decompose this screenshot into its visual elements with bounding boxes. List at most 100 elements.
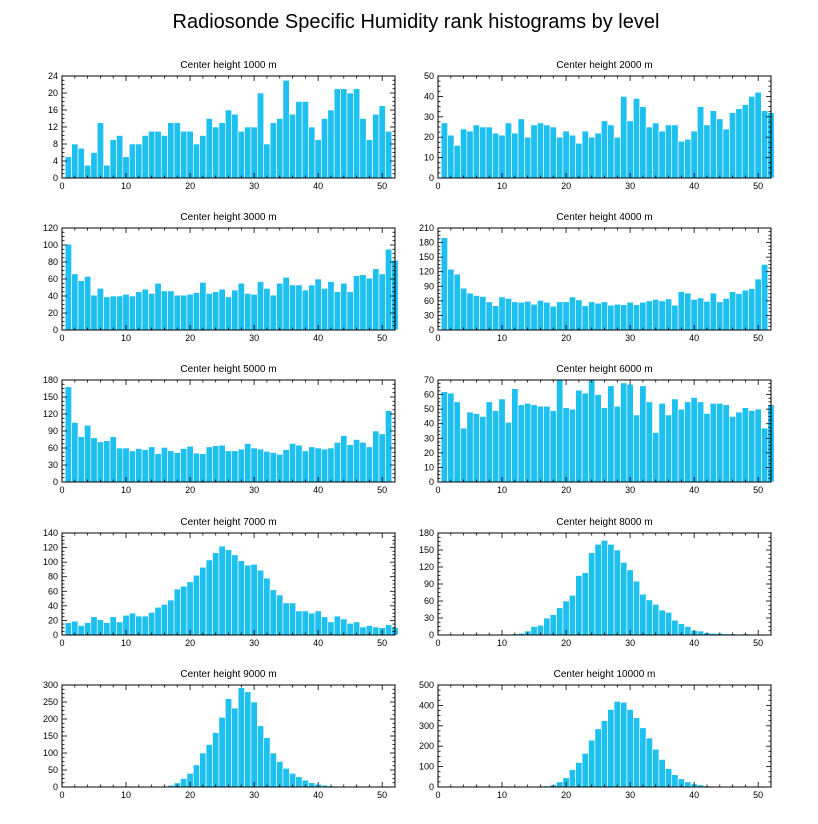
histogram-bar [282,79,290,179]
histogram-bar [575,299,583,331]
x-tick-label: 20 [185,333,195,343]
histogram-bar [116,295,124,331]
histogram-bar [588,552,596,636]
histogram-bar [639,727,647,788]
histogram-bar [633,98,641,179]
y-tick-label: 90 [48,426,58,436]
histogram-bar [250,447,258,483]
y-tick-label: 30 [424,433,434,443]
histogram-bar [447,134,455,179]
y-tick-label: 50 [48,765,58,775]
histogram-bar [231,113,239,179]
y-tick-label: 80 [48,257,58,267]
x-tick-label: 50 [753,790,763,800]
histogram-bar [684,292,692,331]
histogram-bar [639,302,647,331]
histogram-bar [658,300,666,331]
histogram-bar [652,748,660,788]
histogram-bar [346,92,354,179]
histogram-bar [460,128,468,179]
y-tick-label: 40 [424,91,434,101]
x-tick-label: 20 [185,181,195,191]
histogram-bar [321,118,329,179]
y-tick-label: 250 [43,697,58,707]
histogram-bar [626,384,634,483]
histogram-bar [314,278,322,331]
x-tick-label: 50 [377,333,387,343]
histogram-bar [549,614,557,636]
histogram-bar [626,120,634,179]
histogram-bar [103,440,111,483]
histogram-bar [716,403,724,483]
histogram-bar [231,554,239,636]
histogram-bar [308,284,316,331]
histogram-bar [141,135,149,179]
x-tick-label: 10 [497,333,507,343]
histogram-bar [180,448,188,483]
histogram-bar [237,687,245,788]
figure-title: Radiosonde Specific Humidity rank histog… [173,11,660,33]
histogram-bar [684,138,692,179]
histogram-bar [64,243,72,331]
histogram-bar [709,110,717,179]
histogram-bar [735,108,743,179]
histogram-bar [722,298,730,331]
histogram-bar [703,124,711,179]
histogram-bar [543,124,551,179]
x-tick-label: 0 [59,638,64,648]
x-tick-label: 40 [689,485,699,495]
histogram-bar [581,753,589,788]
histogram-bar [378,273,386,331]
histogram-bar [472,413,480,483]
y-tick-label: 4 [53,156,58,166]
y-tick-label: 60 [424,596,434,606]
histogram-bar [690,130,698,179]
histogram-bar [263,143,271,179]
y-tick-label: 0 [53,325,58,335]
histogram-bar [697,401,705,483]
histogram-bar [109,436,117,483]
histogram-bar [192,764,200,788]
histogram-bar [301,101,309,179]
histogram-bar [167,599,175,636]
histogram-bar [485,126,493,179]
x-tick-label: 10 [121,181,131,191]
x-tick-label: 10 [121,333,131,343]
y-tick-label: 30 [424,613,434,623]
histogram-bar [77,147,85,179]
histogram-bar [333,615,341,636]
histogram-bar [205,118,213,179]
histogram-bar [340,88,348,179]
y-tick-label: 500 [419,680,434,690]
histogram-bar [333,291,341,331]
histogram-bar [652,432,660,483]
x-tick-label: 40 [689,790,699,800]
panel-6: Center height 6000 m 0 10 20 30 40 50 0 10 20 30 40… [424,364,775,495]
histogram-bar [575,762,583,788]
histogram-bar [600,120,609,179]
histogram-bar [160,604,168,636]
histogram-bar [639,385,647,483]
histogram-bar [440,391,448,483]
histogram-bar [257,569,265,636]
histogram-bar [633,414,641,483]
histogram-bar [562,407,570,483]
histogram-bar [231,450,239,483]
x-tick-label: 10 [497,638,507,648]
histogram-bar [218,444,226,483]
histogram-bar [186,445,194,483]
y-tick-label: 200 [419,741,434,751]
y-tick-label: 50 [424,404,434,414]
histogram-bar [665,298,673,331]
histogram-bar [447,392,455,483]
x-tick-label: 40 [689,333,699,343]
y-tick-label: 20 [48,88,58,98]
y-tick-label: 150 [419,252,434,262]
histogram-bar [613,405,621,483]
histogram-bar [199,453,207,483]
y-tick-label: 30 [424,112,434,122]
histogram-bar [295,101,303,179]
histogram-bar [568,769,576,788]
x-tick-label: 0 [435,333,440,343]
histogram-bar [224,450,233,483]
